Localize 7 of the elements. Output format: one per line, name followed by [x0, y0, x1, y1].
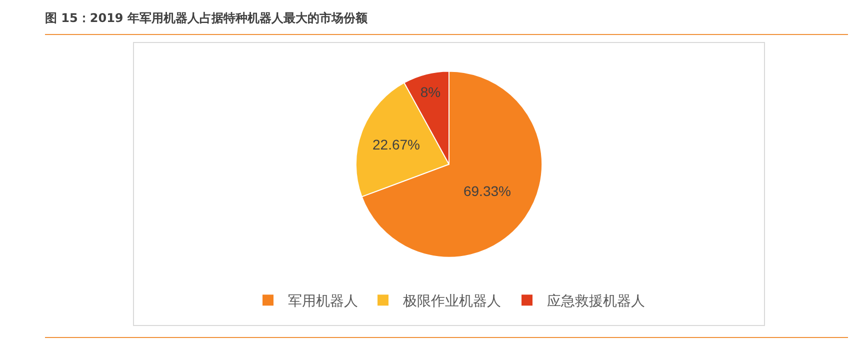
chart-title: 图 15：2019 年军用机器人占据特种机器人最大的市场份额 [45, 8, 848, 35]
data-label: 8% [420, 84, 441, 100]
legend-label: 军用机器人 [288, 294, 358, 310]
data-label: 22.67% [372, 136, 420, 153]
data-label: 69.33% [463, 182, 511, 199]
legend-label: 极限作业机器人 [402, 294, 501, 310]
legend-label: 应急救援机器人 [547, 294, 645, 310]
